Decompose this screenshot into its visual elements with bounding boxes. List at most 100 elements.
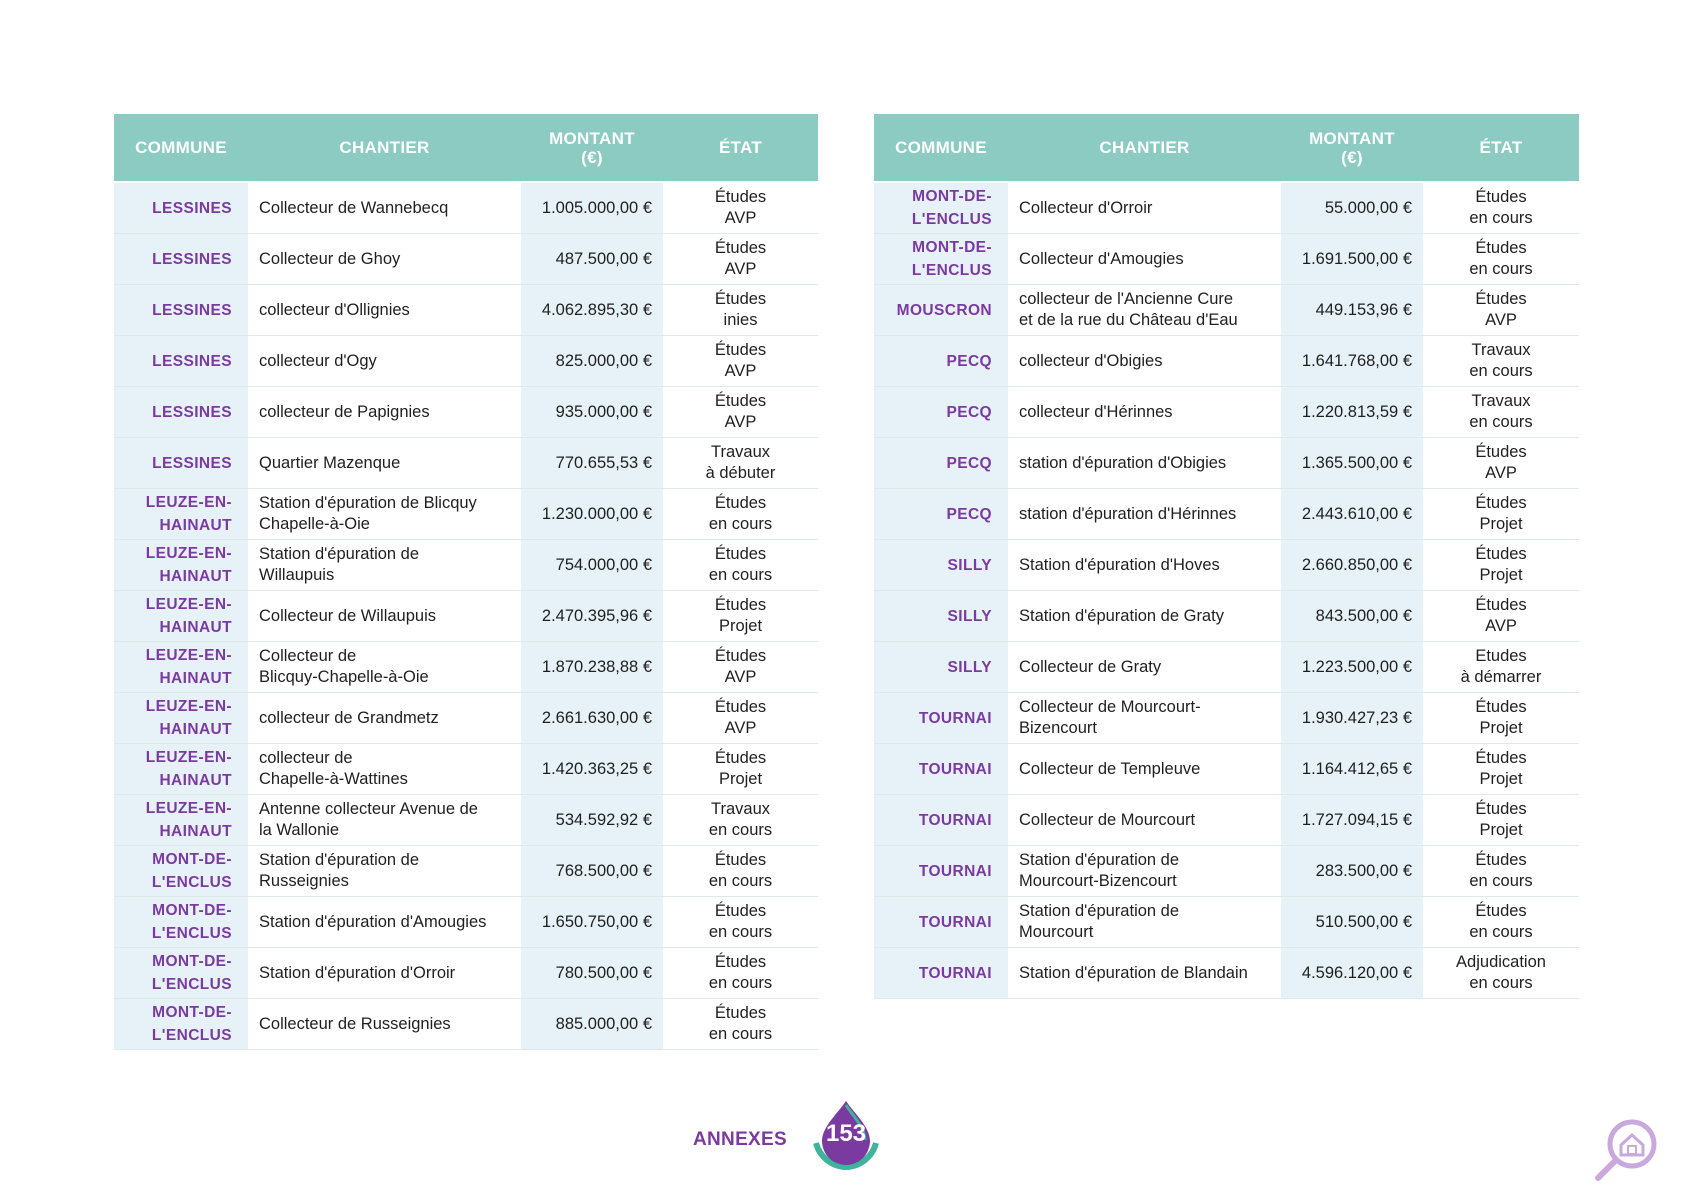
cell-commune: LESSINES: [114, 438, 248, 489]
chantier-text: Collecteur de Mourcourt: [1019, 810, 1196, 829]
commune-text: HAINAUT: [159, 721, 232, 738]
cell-etat: Études AVP: [1423, 438, 1579, 489]
chantier-text: Collecteur de Mourcourt-: [1019, 698, 1201, 716]
cell-commune: LEUZE-EN- HAINAUT: [114, 795, 248, 846]
chantier-text: Station d'épuration de: [1019, 902, 1180, 920]
commune-text: LEUZE-EN-: [145, 596, 232, 613]
cell-chantier: Station d'épuration d'Hoves: [1008, 540, 1281, 591]
etat-text: Études: [714, 749, 767, 767]
table-row: MONT-DE- L'ENCLUS Station d'épuration de Ru…: [114, 846, 818, 897]
cell-chantier: Collecteur de Graty: [1008, 642, 1281, 693]
cell-commune: LEUZE-EN- HAINAUT: [114, 489, 248, 540]
table-row: TOURNAI Station d'épuration de Mourcourt-B…: [874, 846, 1579, 897]
commune-text: HAINAUT: [159, 568, 232, 585]
cell-etat: Études AVP: [663, 336, 818, 387]
etat-text: en cours: [708, 872, 773, 890]
table-left: COMMUNE CHANTIER MONTANT (€) ÉTAT LESSINE…: [114, 114, 818, 1050]
cell-etat: Études AVP: [663, 693, 818, 744]
cell-commune: LESSINES: [114, 234, 248, 285]
cell-montant: 825.000,00 €: [521, 336, 663, 387]
cell-montant: 2.660.850,00 €: [1281, 540, 1423, 591]
table-row: PECQ collecteur d'Hérinnes 1.220.813,59 € T…: [874, 387, 1579, 438]
etat-text: AVP: [724, 260, 757, 278]
cell-commune: LESSINES: [114, 181, 248, 234]
etat-text: Études: [1475, 800, 1527, 818]
table-row: TOURNAI Collecteur de Mourcourt 1.727.094,…: [874, 795, 1579, 846]
commune-text: HAINAUT: [159, 670, 232, 687]
cell-commune: MONT-DE- L'ENCLUS: [874, 181, 1008, 234]
cell-montant: 1.220.813,59 €: [1281, 387, 1423, 438]
cell-commune: PECQ: [874, 489, 1008, 540]
cell-commune: TOURNAI: [874, 897, 1008, 948]
table-row: LESSINES collecteur d'Ogy 825.000,00 € Étud…: [114, 336, 818, 387]
cell-etat: Études AVP: [1423, 591, 1579, 642]
header-montant-label: MONTANT: [1309, 128, 1395, 148]
cell-montant: 885.000,00 €: [521, 999, 663, 1050]
cell-chantier: station d'épuration d'Hérinnes: [1008, 489, 1281, 540]
commune-text: MOUSCRON: [896, 301, 992, 319]
etat-text: Études: [714, 1004, 767, 1022]
table-row: LEUZE-EN- HAINAUT collecteur de Grandmetz 2…: [114, 693, 818, 744]
chantier-text: Blicquy-Chapelle-à-Oie: [259, 668, 429, 686]
commune-text: SILLY: [947, 556, 992, 574]
chantier-text: Collecteur de: [259, 647, 357, 665]
cell-chantier: Station d'épuration d'Orroir: [248, 948, 521, 999]
table-right: COMMUNE CHANTIER MONTANT (€) ÉTAT MONT-DE…: [874, 114, 1579, 999]
chantier-text: Collecteur de Russeignies: [259, 1014, 451, 1033]
cell-chantier: Station d'épuration d'Amougies: [248, 897, 521, 948]
chantier-text: collecteur d'Obigies: [1019, 351, 1163, 370]
cell-etat: Études en cours: [663, 540, 818, 591]
cell-commune: PECQ: [874, 387, 1008, 438]
chantier-text: Station d'épuration d'Orroir: [259, 963, 456, 982]
chantier-text: collecteur d'Ogy: [259, 351, 377, 370]
etat-text: Études: [714, 953, 767, 971]
cell-etat: Travaux en cours: [1423, 387, 1579, 438]
commune-text: TOURNAI: [918, 760, 992, 778]
chantier-text: Collecteur de Wannebecq: [259, 198, 449, 217]
commune-text: LESSINES: [152, 199, 232, 217]
etat-text: Études: [714, 494, 767, 512]
etat-text: Études: [714, 596, 767, 614]
commune-text: MONT-DE-: [912, 188, 992, 205]
cell-etat: Travaux en cours: [663, 795, 818, 846]
etat-text: Adjudication: [1456, 953, 1546, 971]
commune-text: HAINAUT: [159, 772, 232, 789]
header-commune: COMMUNE: [874, 114, 1008, 181]
etat-text: Projet: [1479, 515, 1523, 533]
etat-text: inies: [723, 311, 758, 329]
cell-montant: 2.470.395,96 €: [521, 591, 663, 642]
table-body: LESSINES Collecteur de Wannebecq 1.005.000…: [114, 181, 818, 1050]
cell-etat: Études AVP: [663, 387, 818, 438]
cell-etat: Études Projet: [1423, 489, 1579, 540]
etat-text: en cours: [708, 1025, 773, 1043]
chantier-text: Station d'épuration de: [259, 851, 420, 869]
chantier-text: collecteur de Papignies: [259, 402, 430, 421]
cell-montant: 843.500,00 €: [1281, 591, 1423, 642]
cell-etat: Études en cours: [663, 948, 818, 999]
cell-commune: TOURNAI: [874, 948, 1008, 999]
commune-text: LESSINES: [152, 454, 232, 472]
cell-commune: TOURNAI: [874, 795, 1008, 846]
table-row: TOURNAI Station d'épuration de Blandain 4.…: [874, 948, 1579, 999]
table-row: TOURNAI Collecteur de Templeuve 1.164.412,…: [874, 744, 1579, 795]
chantier-text: Collecteur de Ghoy: [259, 249, 401, 268]
cell-etat: Études Projet: [1423, 693, 1579, 744]
etat-text: Études: [714, 698, 767, 716]
chantier-text: Station d'épuration d'Amougies: [259, 912, 487, 931]
cell-chantier: Collecteur de Russeignies: [248, 999, 521, 1050]
cell-montant: 935.000,00 €: [521, 387, 663, 438]
cell-commune: SILLY: [874, 591, 1008, 642]
cell-montant: 1.727.094,15 €: [1281, 795, 1423, 846]
header-etat: ÉTAT: [1423, 114, 1579, 181]
etat-text: Projet: [718, 617, 763, 635]
chantier-text: collecteur de l'Ancienne Cure: [1019, 290, 1234, 308]
cell-montant: 768.500,00 €: [521, 846, 663, 897]
chantier-text: Station d'épuration de Graty: [1019, 606, 1224, 625]
commune-text: HAINAUT: [159, 823, 232, 840]
table-row: SILLY Station d'épuration de Graty 843.500…: [874, 591, 1579, 642]
table-row: LEUZE-EN- HAINAUT Collecteur de Willaupuis…: [114, 591, 818, 642]
commune-text: LESSINES: [152, 403, 232, 421]
etat-text: Projet: [1479, 719, 1523, 737]
chantier-text: Station d'épuration de Blandain: [1019, 963, 1248, 982]
cell-montant: 534.592,92 €: [521, 795, 663, 846]
